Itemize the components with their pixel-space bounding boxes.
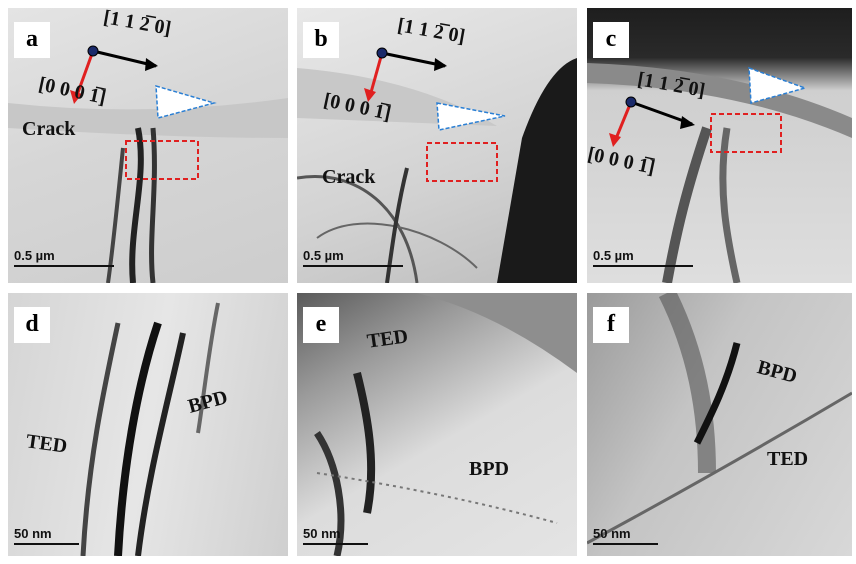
micrograph: [297, 293, 577, 556]
annotation: BPD: [469, 458, 509, 481]
panel-label: b: [303, 22, 339, 58]
scale-bar-label: 50 nm: [303, 526, 341, 541]
scale-bar-label: 0.5 µm: [303, 248, 344, 263]
scale-bar: [593, 543, 658, 545]
scale-bar: [14, 543, 79, 545]
micrograph: [297, 8, 577, 283]
panel: c [1 1 2̅ 0] [0 0 0 1̅] 0.5 µm: [587, 8, 852, 283]
panel: a [1 1 2̅ 0] [0 0 0 1̅] Crack 0.5 µm: [8, 8, 288, 283]
panel: e TED BPD 50 nm: [297, 293, 577, 556]
scale-bar: [303, 265, 403, 267]
panel-label: e: [303, 307, 339, 343]
scale-bar: [14, 265, 114, 267]
scale-bar: [593, 265, 693, 267]
panel: d BPD TED 50 nm: [8, 293, 288, 556]
scale-bar-label: 0.5 µm: [593, 248, 634, 263]
panel-label: d: [14, 307, 50, 343]
figure: a [1 1 2̅ 0] [0 0 0 1̅] Crack 0.5 µm b […: [0, 0, 856, 564]
micrograph: [8, 8, 288, 283]
panel-label: a: [14, 22, 50, 58]
annotation: Crack: [22, 118, 75, 141]
panel: b [1 1 2̅ 0] [0 0 0 1̅] Crack 0.5 µm: [297, 8, 577, 283]
scale-bar: [303, 543, 368, 545]
scale-bar-label: 50 nm: [14, 526, 52, 541]
annotation: TED: [767, 448, 808, 471]
scale-bar-label: 0.5 µm: [14, 248, 55, 263]
panel-label: f: [593, 307, 629, 343]
annotation: Crack: [322, 166, 375, 189]
panel: f BPD TED 50 nm: [587, 293, 852, 556]
micrograph: [8, 293, 288, 556]
scale-bar-label: 50 nm: [593, 526, 631, 541]
panel-label: c: [593, 22, 629, 58]
